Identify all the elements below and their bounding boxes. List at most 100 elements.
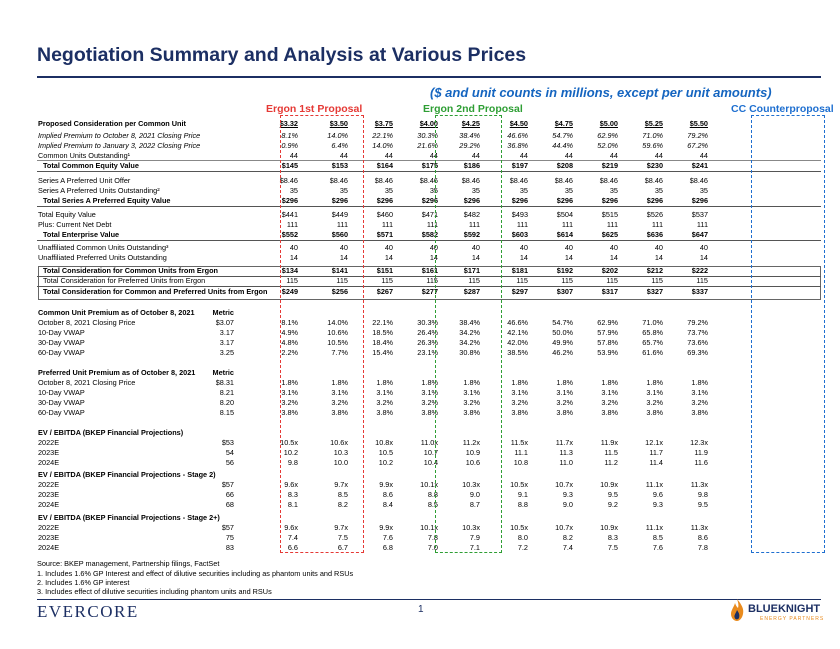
value-cell: 44.4% [552, 141, 573, 150]
value-cell: $4.25 [461, 119, 480, 128]
page-title: Negotiation Summary and Analysis at Vari… [37, 44, 527, 66]
row-label: 10-Day VWAP [38, 328, 85, 337]
value-cell: 1.8% [691, 378, 708, 387]
metric-cell: Metric [212, 368, 235, 377]
value-cell: $4.50 [509, 119, 528, 128]
value-cell: 9.8 [697, 490, 708, 499]
value-cell: 8.5 [652, 533, 663, 542]
value-cell: 11.2x [462, 438, 480, 447]
value-cell: 9.2 [607, 500, 618, 509]
value-cell: 8.2 [337, 500, 348, 509]
value-cell: 2.2% [281, 348, 298, 357]
value-cell: 11.9x [600, 438, 618, 447]
value-cell: 10.1x [420, 523, 438, 532]
value-cell: 35 [384, 186, 393, 195]
value-cell: $230 [646, 161, 663, 170]
footer-rule [37, 599, 821, 600]
metric-cell: $53 [221, 438, 234, 447]
value-cell: 10.3 [333, 448, 348, 457]
row-label: 2024E [38, 500, 60, 509]
value-cell: 10.6x [330, 438, 348, 447]
value-cell: 111 [426, 220, 438, 229]
row-label: Proposed Consideration per Common Unit [38, 119, 186, 128]
value-cell: $296 [601, 196, 618, 205]
value-cell: 4.8% [281, 338, 298, 347]
value-cell: 10.7 [423, 448, 438, 457]
row-label: 2024E [38, 458, 60, 467]
value-cell: 65.8% [642, 328, 663, 337]
metric-cell: 8.21 [219, 388, 234, 397]
value-cell: 3.2% [421, 398, 438, 407]
value-cell: $5.00 [599, 119, 618, 128]
value-cell: 44 [471, 151, 480, 160]
value-cell: 115 [516, 276, 528, 285]
value-cell: 10.2 [378, 458, 393, 467]
value-cell: $153 [331, 161, 348, 170]
row-label: Preferred Unit Premium as of October 8, … [38, 368, 196, 377]
value-cell: 11.7 [649, 448, 663, 457]
row-label: 2022E [38, 438, 60, 447]
value-cell: 115 [468, 276, 480, 285]
value-cell: $134 [281, 266, 298, 275]
value-cell: 3.8% [463, 408, 480, 417]
value-cell: 8.6 [697, 533, 708, 542]
value-cell: 10.7x [555, 480, 573, 489]
table-row: 30-Day VWAP 8.20 3.2% 3.2% 3.2% 3.2% 3.2% 3.2% 3… [0, 398, 840, 408]
value-cell: 6.8 [382, 543, 393, 552]
value-cell: 10.9 [465, 448, 480, 457]
value-cell: $537 [691, 210, 708, 219]
value-cell: 8.3 [607, 533, 618, 542]
row-label: Series A Preferred Unit Offer [38, 176, 131, 185]
table-row: Proposed Consideration per Common Unit $3… [0, 119, 840, 129]
value-cell: 14 [339, 253, 348, 262]
table-row: Preferred Unit Premium as of October 8, … [0, 368, 840, 378]
value-cell: 18.5% [372, 328, 393, 337]
value-cell: $8.46 [374, 176, 393, 185]
value-cell: 7.0 [427, 543, 438, 552]
value-cell: $296 [281, 196, 298, 205]
value-cell: $277 [421, 287, 438, 296]
table-row: Total Consideration for Preferred Units … [0, 276, 840, 286]
value-cell: 10.8x [375, 438, 393, 447]
value-cell: 9.6 [652, 490, 663, 499]
row-label: Total Equity Value [38, 210, 96, 219]
table-row: 30-Day VWAP 3.17 4.8% 10.5% 18.4% 26.3% 34.2% 4… [0, 338, 840, 348]
row-label: EV / EBITDA (BKEP Financial Projections … [38, 513, 220, 522]
value-cell: 62.9% [597, 131, 618, 140]
value-cell: 3.8% [556, 408, 573, 417]
value-cell: $181 [511, 266, 528, 275]
value-cell: 10.0 [333, 458, 348, 467]
value-cell: 7.6 [652, 543, 663, 552]
value-cell: $186 [463, 161, 480, 170]
metric-cell: 68 [225, 500, 234, 509]
value-cell: 9.7x [334, 480, 348, 489]
value-cell: 69.3% [687, 348, 708, 357]
value-cell: 10.5x [510, 523, 528, 532]
value-cell: 79.2% [687, 318, 708, 327]
value-cell: 3.1% [463, 388, 480, 397]
value-cell: 21.6% [417, 141, 438, 150]
value-cell: $327 [646, 287, 663, 296]
value-cell: 42.0% [507, 338, 528, 347]
value-cell: 3.2% [511, 398, 528, 407]
value-cell: 8.6 [382, 490, 393, 499]
row-label: Unaffiliated Common Units Outstanding³ [38, 243, 169, 252]
value-cell: 3.2% [331, 398, 348, 407]
value-cell: 10.6% [327, 328, 348, 337]
value-cell: $625 [601, 230, 618, 239]
value-cell: 12.3x [690, 438, 708, 447]
value-cell: 8.5 [427, 500, 438, 509]
value-cell: 11.3x [690, 523, 708, 532]
value-cell: 3.8% [281, 408, 298, 417]
value-cell: $3.32 [279, 119, 298, 128]
value-cell: 9.3 [652, 500, 663, 509]
value-cell: $603 [511, 230, 528, 239]
value-cell: 38.4% [459, 131, 480, 140]
value-cell: $8.46 [419, 176, 438, 185]
value-cell: 3.1% [646, 388, 663, 397]
value-cell: 111 [516, 220, 528, 229]
value-cell: 62.9% [597, 318, 618, 327]
row-label: 30-Day VWAP [38, 338, 85, 347]
value-cell: 40 [384, 243, 393, 252]
title-rule [37, 76, 821, 78]
